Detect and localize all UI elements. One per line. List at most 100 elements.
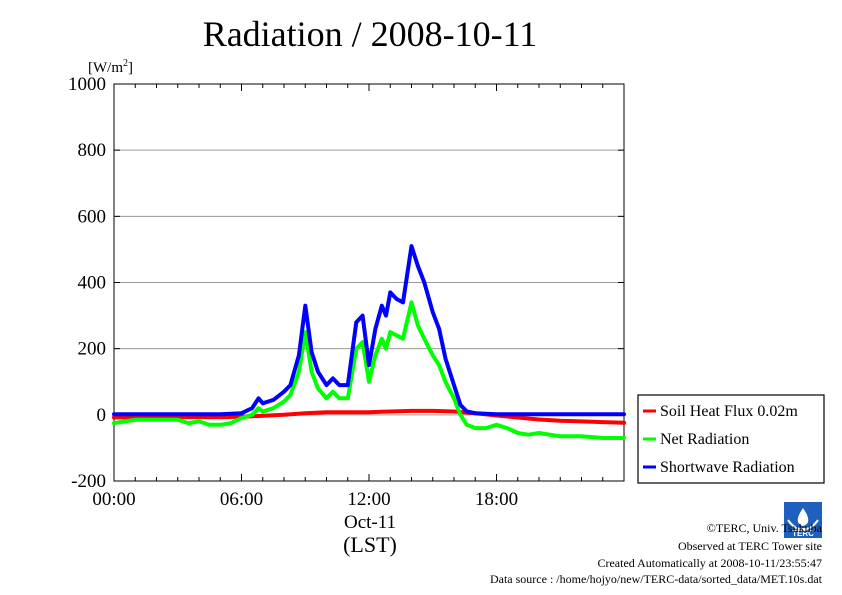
series-point xyxy=(346,383,350,387)
series-point xyxy=(373,327,377,331)
series-point xyxy=(401,300,405,304)
series-point xyxy=(324,396,329,400)
series-point xyxy=(282,400,286,404)
y-tick-label: 600 xyxy=(78,206,107,227)
series-point xyxy=(354,320,358,324)
y-axis-unit-label: [W/m2] xyxy=(88,58,133,76)
legend: Soil Heat Flux 0.02m Net Radiation Shortwa… xyxy=(637,394,825,484)
series-point xyxy=(112,412,116,416)
series-point xyxy=(431,409,435,413)
x-tick-label: 06:00 xyxy=(220,489,263,510)
series-point xyxy=(197,415,201,419)
series-point xyxy=(537,412,541,416)
series-point xyxy=(297,370,301,374)
series-point xyxy=(409,300,414,304)
legend-label: Net Radiation xyxy=(660,431,749,448)
series-point xyxy=(361,313,365,318)
series-point xyxy=(443,356,448,361)
series-point xyxy=(331,376,335,381)
series-point xyxy=(324,410,329,414)
date-label: Oct-11 xyxy=(344,512,396,533)
series-point xyxy=(526,433,530,437)
series-point xyxy=(250,406,254,410)
series-point xyxy=(337,383,341,387)
series-point xyxy=(310,370,314,374)
y-tick-label: 800 xyxy=(78,140,107,161)
series-point xyxy=(229,421,233,425)
series-point xyxy=(409,244,414,248)
series-point xyxy=(388,330,392,334)
series-point xyxy=(422,280,426,285)
grid-lines xyxy=(114,149,624,416)
series-point xyxy=(443,380,448,384)
series-lines xyxy=(112,244,626,440)
series-point xyxy=(197,419,201,424)
legend-label: Shortwave Radiation xyxy=(660,459,795,476)
series-point xyxy=(373,353,377,357)
series-point xyxy=(452,409,456,414)
series-point xyxy=(516,415,520,420)
y-tick-label: 400 xyxy=(78,273,107,294)
series-point xyxy=(282,413,286,417)
x-axis-label: (LST) xyxy=(343,532,397,557)
series-point xyxy=(516,431,520,435)
series-point xyxy=(123,419,127,424)
series-point xyxy=(346,410,350,414)
series-point xyxy=(384,313,388,318)
series-point xyxy=(303,330,307,334)
series-point xyxy=(388,409,392,414)
series-point xyxy=(271,398,275,402)
legend-box xyxy=(637,394,825,484)
series-point xyxy=(271,406,275,410)
series-point xyxy=(431,310,435,314)
series-point xyxy=(622,421,626,425)
series-point xyxy=(416,323,420,328)
series-point xyxy=(197,412,201,416)
series-point xyxy=(579,434,584,438)
series-point xyxy=(154,418,159,422)
x-tick-label: 18:00 xyxy=(475,489,518,510)
series-point xyxy=(303,411,307,415)
series-point xyxy=(297,353,301,357)
logo-drop-icon xyxy=(797,508,809,526)
series-point xyxy=(186,421,190,425)
series-point xyxy=(250,413,254,417)
series-point xyxy=(437,363,441,367)
series-point xyxy=(316,386,320,390)
series-point xyxy=(484,426,488,430)
series-point xyxy=(388,290,392,295)
series-point xyxy=(112,415,116,420)
series-point xyxy=(367,380,371,384)
series-point xyxy=(303,304,307,308)
series-point xyxy=(324,383,329,387)
x-axis-ticks: 00:00 06:00 12:00 18:00 xyxy=(92,84,625,510)
series-point xyxy=(229,412,233,416)
series-point xyxy=(473,426,477,430)
series-point xyxy=(133,418,137,422)
series-point xyxy=(452,396,456,400)
series-point xyxy=(452,383,456,387)
series-point xyxy=(367,410,371,414)
series-point xyxy=(422,337,426,341)
series-point xyxy=(579,412,584,416)
legend-label: Soil Heat Flux 0.02m xyxy=(660,403,798,420)
series-point xyxy=(316,370,320,374)
footer-source: Data source : /home/hojyo/new/TERC-data/… xyxy=(490,572,823,586)
series-point xyxy=(239,411,244,415)
series-point xyxy=(395,297,399,301)
y-tick-label: 0 xyxy=(97,405,107,426)
series-point xyxy=(395,333,399,338)
series-point xyxy=(380,337,384,341)
series-point xyxy=(154,412,159,416)
series-point xyxy=(380,304,384,308)
series-point xyxy=(218,415,222,419)
series-point xyxy=(337,396,341,400)
series-point xyxy=(256,406,261,410)
series-point xyxy=(465,423,469,427)
series-point xyxy=(256,396,261,400)
series-point xyxy=(458,413,462,417)
chart-title: Radiation / 2008-10-11 xyxy=(203,14,538,54)
y-tick-label: 200 xyxy=(78,339,107,360)
series-point xyxy=(384,347,388,351)
